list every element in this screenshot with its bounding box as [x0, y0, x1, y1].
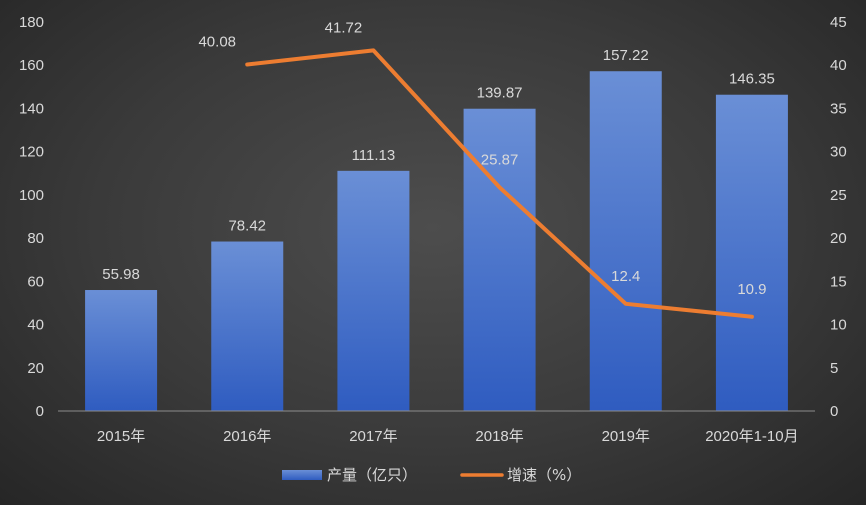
legend: 产量（亿只） 增速（%）: [282, 466, 581, 484]
x-axis: 2015年 2016年 2017年 2018年 2019年 2020年1-10月: [97, 428, 799, 445]
bar-series: [85, 71, 788, 412]
bar-data-label: 111.13: [352, 147, 396, 164]
right-y-tick-label: 10: [830, 317, 847, 334]
legend-item-line: 增速（%）: [460, 466, 581, 484]
x-tick-label: 2015年: [97, 428, 145, 445]
right-y-tick-label: 25: [830, 187, 847, 204]
left-y-tick-label: 140: [19, 100, 44, 117]
line-series: [245, 48, 754, 319]
right-y-axis: 0 5 10 15 20 25 30 35 40 45: [830, 14, 847, 420]
legend-label-line: 增速（%）: [507, 466, 581, 484]
left-y-tick-label: 100: [19, 187, 44, 204]
bar: [337, 170, 410, 411]
line-data-label: 25.87: [481, 151, 519, 168]
left-y-tick-label: 20: [27, 360, 44, 377]
bar-data-label: 146.35: [729, 71, 775, 88]
right-y-tick-label: 30: [830, 144, 847, 161]
x-tick-label: 2020年1-10月: [705, 428, 798, 445]
left-y-tick-label: 0: [36, 403, 44, 420]
right-y-tick-label: 45: [830, 14, 847, 31]
right-y-tick-label: 35: [830, 100, 847, 117]
bar-data-label: 78.42: [228, 218, 266, 235]
bar-data-label: 157.22: [603, 47, 649, 64]
line-data-label: 12.4: [611, 268, 640, 285]
x-tick-label: 2017年: [349, 428, 397, 445]
left-y-tick-label: 80: [27, 230, 44, 247]
legend-label-bar: 产量（亿只）: [327, 466, 417, 484]
bar: [715, 94, 788, 412]
line-data-label: 40.08: [198, 34, 236, 51]
left-y-axis: 0 20 40 60 80 100 120 140 160 180: [19, 14, 44, 420]
line-data-labels: 40.08 41.72 25.87 12.4 10.9: [198, 19, 766, 297]
right-y-tick-label: 20: [830, 230, 847, 247]
bar: [211, 241, 284, 411]
x-tick-label: 2019年: [602, 428, 650, 445]
legend-swatch-bar: [282, 470, 322, 480]
left-y-tick-label: 180: [19, 14, 44, 31]
growth-line: [245, 48, 754, 319]
line-data-label: 10.9: [737, 281, 766, 298]
bar-data-label: 55.98: [102, 266, 140, 283]
x-tick-label: 2016年: [223, 428, 271, 445]
bar: [85, 290, 158, 411]
legend-item-bar: 产量（亿只）: [282, 466, 417, 484]
line-data-label: 41.72: [325, 19, 363, 36]
bar-data-label: 139.87: [477, 85, 523, 102]
bar: [589, 71, 662, 412]
right-y-tick-label: 0: [830, 403, 838, 420]
bar-data-labels: 55.98 78.42 111.13 139.87 157.22 146.35: [102, 47, 775, 283]
left-y-tick-label: 60: [27, 273, 44, 290]
left-y-tick-label: 120: [19, 144, 44, 161]
x-tick-label: 2018年: [475, 428, 523, 445]
left-y-tick-label: 40: [27, 317, 44, 334]
right-y-tick-label: 15: [830, 273, 847, 290]
right-y-tick-label: 5: [830, 360, 838, 377]
right-y-tick-label: 40: [830, 57, 847, 74]
left-y-tick-label: 160: [19, 57, 44, 74]
